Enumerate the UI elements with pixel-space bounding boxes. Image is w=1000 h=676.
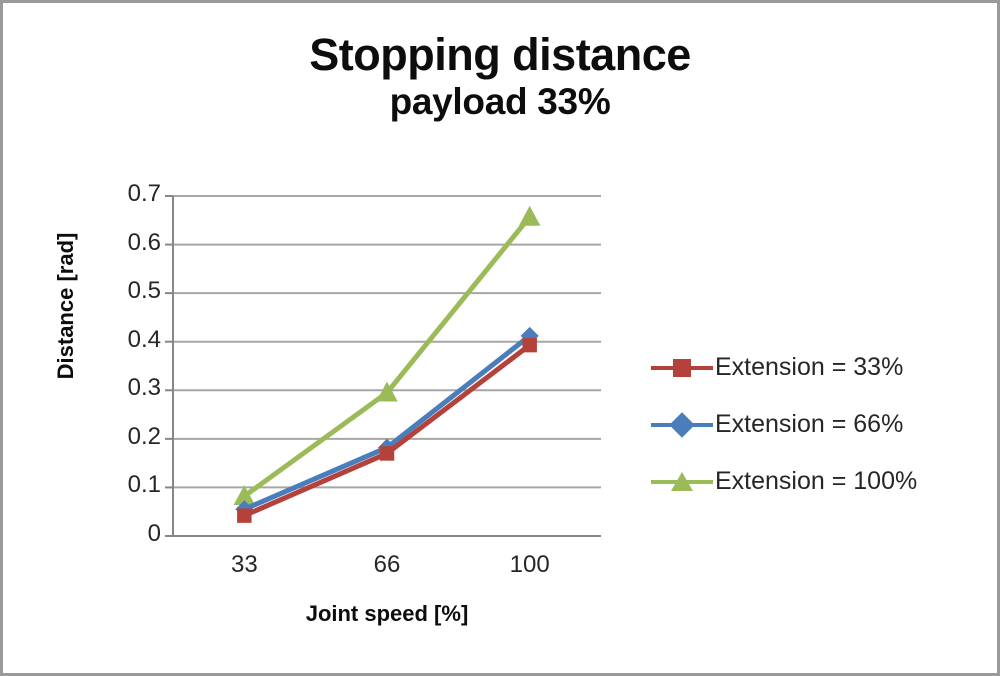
- series-0: [237, 337, 537, 523]
- series-line: [241, 333, 533, 512]
- series-2: [233, 205, 541, 505]
- legend-item-0[interactable]: Extension = 33%: [651, 339, 917, 396]
- y-tick-label: 0.6: [127, 228, 161, 256]
- y-tick-label: 0.1: [127, 471, 161, 499]
- y-axis-tick-marks: [165, 195, 173, 537]
- chart-inner-area: Stopping distance payload 33% Distance […: [3, 3, 997, 673]
- y-tick-label: 0.5: [127, 277, 161, 305]
- plot-svg: [165, 195, 601, 537]
- legend-key-triangle-icon: [651, 469, 713, 495]
- legend-marker-square-icon: [673, 358, 691, 377]
- y-tick-label: 0.2: [127, 422, 161, 450]
- legend-label: Extension = 66%: [715, 410, 904, 438]
- series-layer: [233, 205, 541, 523]
- y-tick-label: 0.3: [127, 374, 161, 402]
- x-tick-label: 100: [509, 551, 550, 578]
- series-1: [235, 326, 539, 519]
- x-tick-label: 66: [373, 551, 401, 578]
- y-tick-label: 0.7: [127, 180, 161, 207]
- y-tick-label: 0.4: [127, 325, 161, 353]
- legend-label: Extension = 33%: [715, 353, 904, 381]
- x-tick-label: 33: [230, 551, 258, 578]
- y-tick-label: 0: [147, 520, 161, 547]
- legend-item-2[interactable]: Extension = 100%: [651, 453, 917, 510]
- data-point-triangle: [376, 381, 398, 402]
- y-axis-title: Distance [rad]: [53, 232, 78, 380]
- data-point-square: [237, 508, 252, 523]
- data-point-triangle: [518, 205, 541, 226]
- data-point-square: [379, 446, 395, 461]
- plot-area: Distance [rad] Joint speed [%] 0.7 0.6 0.5…: [3, 3, 997, 673]
- legend-key-square-icon: [651, 355, 713, 381]
- data-point-square: [522, 337, 537, 353]
- x-axis-title: Joint speed [%]: [305, 601, 469, 626]
- legend-key-diamond-icon: [651, 411, 713, 438]
- legend-marker-triangle-icon: [671, 471, 693, 491]
- gridlines: [173, 195, 601, 537]
- legend: Extension = 33% Extension = 66% Extension …: [651, 339, 917, 510]
- legend-label: Extension = 100%: [715, 467, 918, 495]
- legend-item-1[interactable]: Extension = 66%: [651, 396, 917, 453]
- legend-marker-diamond-icon: [669, 411, 695, 438]
